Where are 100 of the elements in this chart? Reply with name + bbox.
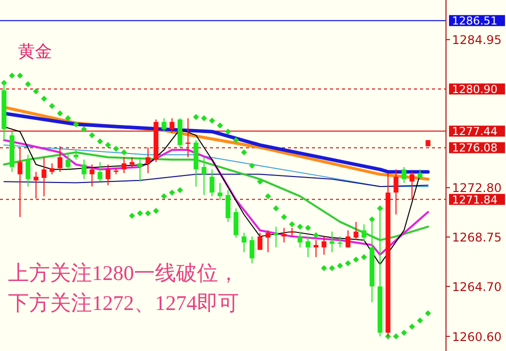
candlestick <box>50 162 54 175</box>
y-tick-label: 1260.60 <box>452 330 502 344</box>
candlestick <box>58 146 62 172</box>
point <box>337 262 343 269</box>
candlestick <box>362 224 366 242</box>
point <box>17 72 23 79</box>
candlestick <box>202 156 206 196</box>
candlestick <box>410 171 414 200</box>
candlestick <box>146 146 150 174</box>
candlestick <box>394 168 398 215</box>
candlestick <box>258 232 262 250</box>
point <box>113 146 119 152</box>
point <box>313 232 319 238</box>
point <box>273 205 279 212</box>
point <box>409 324 415 330</box>
annotation: 上方关注1280一线破位， <box>8 261 239 285</box>
point <box>329 265 335 272</box>
candlestick <box>226 190 230 222</box>
ref-line-label: 1271.84 <box>452 193 498 206</box>
point <box>297 224 303 230</box>
point <box>9 72 15 79</box>
candlestick <box>106 164 110 186</box>
y-tick-label: 1268.75 <box>452 230 502 245</box>
point <box>417 318 423 324</box>
point <box>249 162 255 169</box>
point <box>265 193 271 200</box>
y-tick-label: 1272.80 <box>452 181 502 196</box>
candlestick <box>314 240 318 258</box>
point <box>49 103 55 110</box>
point <box>89 132 95 138</box>
ref-line-label: 1276.08 <box>452 142 498 155</box>
point <box>121 149 127 156</box>
point <box>321 265 327 272</box>
candlestick <box>306 236 310 258</box>
candlestick <box>242 232 246 253</box>
candlestick <box>402 166 406 184</box>
candlestick <box>82 159 86 180</box>
point <box>241 149 247 156</box>
candlestick <box>266 230 270 253</box>
point <box>401 330 407 336</box>
point <box>353 256 359 263</box>
point <box>25 81 31 88</box>
point <box>217 122 223 129</box>
candlestick <box>330 231 334 253</box>
point <box>33 88 39 94</box>
point <box>97 138 103 144</box>
point <box>137 210 143 216</box>
candlestick <box>66 154 70 170</box>
point <box>169 190 175 196</box>
ref-line-label: 1277.44 <box>452 125 498 138</box>
ref-line-label: 1280.90 <box>452 82 498 96</box>
point <box>65 115 71 122</box>
point <box>177 187 183 194</box>
point <box>193 114 199 120</box>
point <box>305 224 311 231</box>
candlestick <box>34 171 38 200</box>
candlestick <box>282 227 286 244</box>
point <box>289 221 295 228</box>
point <box>153 208 159 214</box>
candlestick <box>130 156 134 168</box>
candlestick <box>26 154 30 187</box>
candlestick <box>338 236 342 248</box>
annotation: 下方关注1272、1274即可 <box>8 291 239 315</box>
candlestick <box>298 231 302 248</box>
point <box>73 121 79 128</box>
point <box>201 115 207 122</box>
candlestick <box>90 164 94 187</box>
ref-line-label: 1286.51 <box>452 14 498 28</box>
candlestick <box>234 208 238 238</box>
candlestick <box>346 230 350 248</box>
point <box>209 118 215 124</box>
candlestick <box>98 162 102 182</box>
candlestick <box>418 168 422 180</box>
y-tick-label: 1284.95 <box>452 33 502 48</box>
point <box>233 137 239 144</box>
candlestick <box>122 156 126 174</box>
point <box>161 193 167 200</box>
y-tick-label: 1264.70 <box>452 280 502 294</box>
text: 黄金 <box>18 42 52 61</box>
point <box>57 110 63 116</box>
point <box>81 126 87 132</box>
candlestick <box>18 146 22 218</box>
point <box>257 178 263 185</box>
point <box>105 142 111 148</box>
candlestick <box>170 118 174 134</box>
candlestick <box>322 236 326 256</box>
candlestick <box>138 159 142 182</box>
candlestick <box>186 118 190 158</box>
point <box>345 260 351 266</box>
point <box>129 212 135 219</box>
candlestick <box>42 156 46 197</box>
point <box>281 214 287 220</box>
point <box>145 210 151 216</box>
candlestick <box>210 168 214 197</box>
point <box>393 333 399 340</box>
point <box>225 128 231 135</box>
point <box>425 310 431 316</box>
point <box>361 254 367 260</box>
candlestick <box>218 182 222 200</box>
candlestick <box>250 236 254 264</box>
